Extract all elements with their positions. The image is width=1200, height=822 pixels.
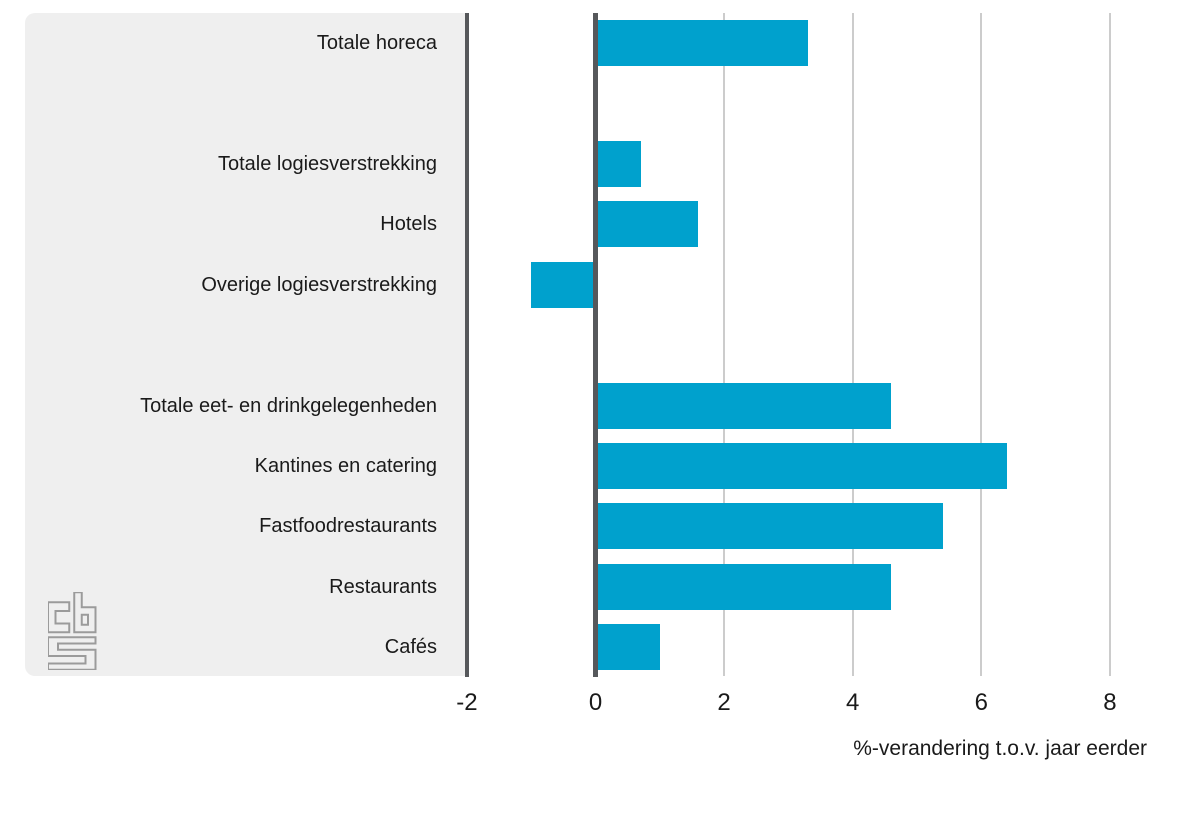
category-label-fastfoodrestaurants: Fastfoodrestaurants <box>259 515 437 538</box>
axis-left-boundary-line <box>465 13 470 677</box>
category-label-kantines-en-catering: Kantines en catering <box>254 454 437 477</box>
x-tick-label-4: 4 <box>846 689 860 716</box>
bar-hotels[interactable] <box>595 201 699 248</box>
bar-totale-logiesverstrekking[interactable] <box>595 141 641 187</box>
bar-totale-eet-en-drinkgelegenheden[interactable] <box>595 382 892 429</box>
category-label-cafes: Cafés <box>384 636 437 659</box>
cbs-logo-icon <box>48 592 97 670</box>
bar-overige-logiesverstrekking[interactable] <box>531 261 596 308</box>
x-axis-title: %-verandering t.o.v. jaar eerder <box>853 737 1147 760</box>
bar-fastfoodrestaurants[interactable] <box>595 503 943 550</box>
gridline-x-6 <box>980 13 983 676</box>
category-label-restaurants: Restaurants <box>329 575 437 598</box>
category-label-overige-logiesverstrekking: Overige logiesverstrekking <box>201 273 437 296</box>
x-tick-label--2: -2 <box>456 689 478 716</box>
gridline-x-4 <box>851 13 854 676</box>
x-tick-label-6: 6 <box>974 689 988 716</box>
gridline-x-8 <box>1108 13 1111 676</box>
bar-cafes[interactable] <box>595 624 660 671</box>
x-tick-label-8: 8 <box>1103 689 1117 716</box>
x-tick-label-2: 2 <box>717 689 731 716</box>
category-label-panel <box>25 13 466 676</box>
category-label-totale-horeca: Totale horeca <box>316 32 437 55</box>
cbs-logo-paths <box>48 592 97 670</box>
category-label-totale-logiesverstrekking: Totale logiesverstrekking <box>218 152 437 175</box>
bar-kantines-en-catering[interactable] <box>595 443 1008 489</box>
category-label-totale-eet-en-drinkgelegenheden: Totale eet- en drinkgelegenheden <box>140 394 437 417</box>
category-label-hotels: Hotels <box>380 213 437 236</box>
gridline-x-2 <box>723 13 726 676</box>
bar-totale-horeca[interactable] <box>595 20 808 67</box>
zero-axis-line <box>593 13 598 677</box>
x-tick-label-0: 0 <box>588 689 603 716</box>
bar-restaurants[interactable] <box>595 563 892 610</box>
